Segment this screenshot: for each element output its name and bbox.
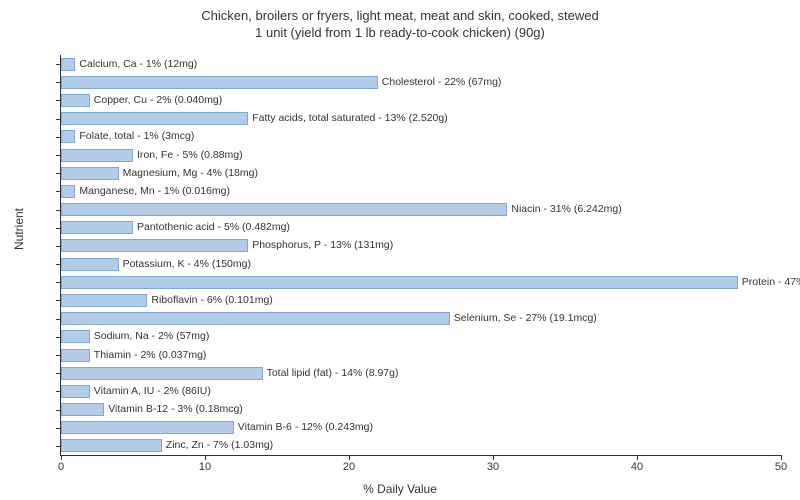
- bar: [61, 367, 263, 380]
- y-tick-mark: [56, 137, 61, 138]
- y-tick-mark: [56, 191, 61, 192]
- y-tick-mark: [56, 119, 61, 120]
- x-tick-label: 0: [58, 461, 64, 473]
- plot-area: Calcium, Ca - 1% (12mg) Cholesterol - 22%…: [60, 55, 781, 456]
- title-line-2: 1 unit (yield from 1 lb ready-to-cook ch…: [255, 25, 545, 40]
- y-tick-mark: [56, 282, 61, 283]
- bar: [61, 421, 234, 434]
- bar-label: Copper, Cu - 2% (0.040mg): [90, 94, 222, 107]
- x-axis-label: % Daily Value: [363, 482, 437, 496]
- y-tick-mark: [56, 319, 61, 320]
- bar-label: Pantothenic acid - 5% (0.482mg): [133, 221, 290, 234]
- bar-label: Selenium, Se - 27% (19.1mcg): [450, 312, 597, 325]
- bar-label: Folate, total - 1% (3mcg): [75, 130, 194, 143]
- chart-title: Chicken, broilers or fryers, light meat,…: [0, 0, 800, 42]
- y-tick-mark: [56, 228, 61, 229]
- bar-label: Potassium, K - 4% (150mg): [119, 258, 251, 271]
- bar-label: Riboflavin - 6% (0.101mg): [147, 294, 272, 307]
- y-tick-mark: [56, 373, 61, 374]
- x-tick-mark: [61, 455, 62, 460]
- y-tick-mark: [56, 100, 61, 101]
- bar-label: Calcium, Ca - 1% (12mg): [75, 58, 197, 71]
- x-tick-mark: [637, 455, 638, 460]
- bar-label: Thiamin - 2% (0.037mg): [90, 349, 207, 362]
- y-tick-mark: [56, 210, 61, 211]
- bar-label: Total lipid (fat) - 14% (8.97g): [263, 367, 399, 380]
- bar: [61, 312, 450, 325]
- bar: [61, 76, 378, 89]
- bar-label: Vitamin A, IU - 2% (86IU): [90, 385, 211, 398]
- bar: [61, 203, 507, 216]
- y-tick-mark: [56, 428, 61, 429]
- y-tick-mark: [56, 410, 61, 411]
- bar: [61, 439, 162, 452]
- x-tick-label: 10: [199, 461, 211, 473]
- bar: [61, 112, 248, 125]
- bar: [61, 58, 75, 71]
- x-tick-mark: [349, 455, 350, 460]
- bar-label: Fatty acids, total saturated - 13% (2.52…: [248, 112, 448, 125]
- bar: [61, 258, 119, 271]
- bar: [61, 403, 104, 416]
- bar: [61, 149, 133, 162]
- y-tick-mark: [56, 391, 61, 392]
- y-tick-mark: [56, 155, 61, 156]
- y-tick-mark: [56, 446, 61, 447]
- y-tick-mark: [56, 64, 61, 65]
- y-tick-mark: [56, 264, 61, 265]
- y-tick-mark: [56, 355, 61, 356]
- bar: [61, 330, 90, 343]
- y-tick-mark: [56, 82, 61, 83]
- bar: [61, 94, 90, 107]
- x-tick-label: 40: [631, 461, 643, 473]
- bar: [61, 239, 248, 252]
- bar-label: Iron, Fe - 5% (0.88mg): [133, 149, 243, 162]
- bar: [61, 221, 133, 234]
- y-tick-mark: [56, 173, 61, 174]
- y-tick-mark: [56, 337, 61, 338]
- y-axis-label: Nutrient: [12, 208, 26, 250]
- bar: [61, 276, 738, 289]
- x-tick-label: 30: [487, 461, 499, 473]
- y-tick-mark: [56, 246, 61, 247]
- bar: [61, 349, 90, 362]
- bar-label: Cholesterol - 22% (67mg): [378, 76, 502, 89]
- bar-label: Vitamin B-12 - 3% (0.18mcg): [104, 403, 243, 416]
- bar-label: Vitamin B-6 - 12% (0.243mg): [234, 421, 373, 434]
- x-tick-mark: [781, 455, 782, 460]
- bar-label: Magnesium, Mg - 4% (18mg): [119, 167, 258, 180]
- bar: [61, 294, 147, 307]
- bar-label: Manganese, Mn - 1% (0.016mg): [75, 185, 230, 198]
- x-tick-mark: [493, 455, 494, 460]
- bar-label: Zinc, Zn - 7% (1.03mg): [162, 439, 273, 452]
- nutrient-chart: Chicken, broilers or fryers, light meat,…: [0, 0, 800, 500]
- y-tick-mark: [56, 300, 61, 301]
- title-line-1: Chicken, broilers or fryers, light meat,…: [201, 8, 598, 23]
- x-tick-label: 50: [775, 461, 787, 473]
- bar-label: Sodium, Na - 2% (57mg): [90, 330, 210, 343]
- bar-label: Niacin - 31% (6.242mg): [507, 203, 621, 216]
- bar-label: Phosphorus, P - 13% (131mg): [248, 239, 393, 252]
- bar: [61, 167, 119, 180]
- x-tick-mark: [205, 455, 206, 460]
- x-tick-label: 20: [343, 461, 355, 473]
- bar: [61, 385, 90, 398]
- bar: [61, 130, 75, 143]
- bar-label: Protein - 47% (23.53g): [738, 276, 800, 289]
- bar: [61, 185, 75, 198]
